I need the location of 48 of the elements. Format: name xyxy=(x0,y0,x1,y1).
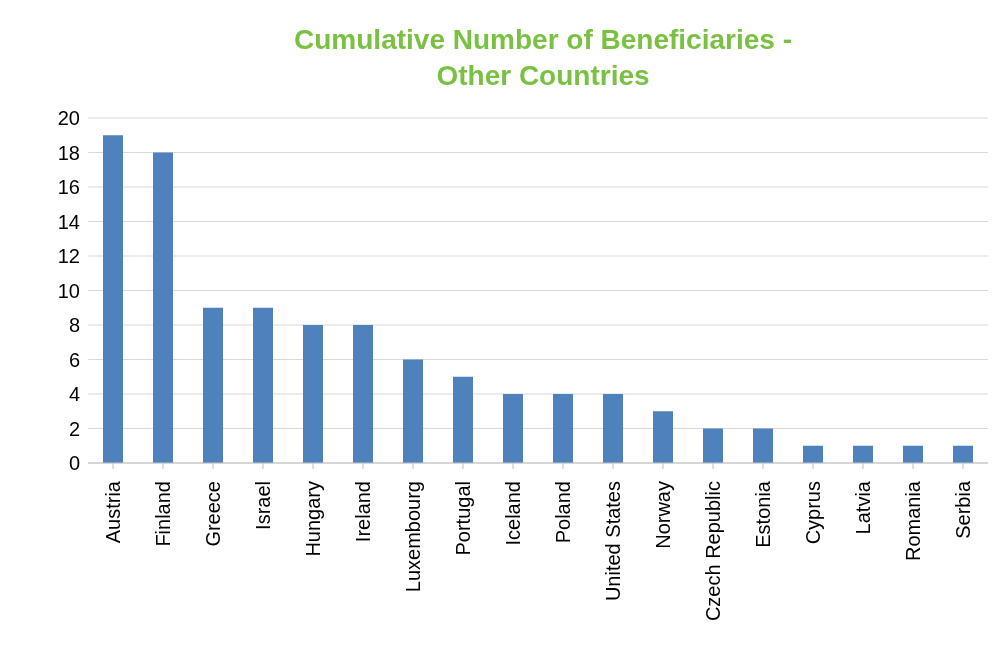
y-tick-label: 0 xyxy=(68,452,80,475)
bar xyxy=(503,394,523,463)
bar xyxy=(253,307,273,463)
x-tick-label: Cyprus xyxy=(802,481,824,545)
bar xyxy=(553,394,573,463)
x-tick-label: Greece xyxy=(202,481,224,547)
x-tick-label: Finland xyxy=(152,481,174,547)
bar xyxy=(753,428,773,463)
x-tick-label: Serbia xyxy=(952,480,974,539)
bar xyxy=(603,394,623,463)
bar xyxy=(103,135,123,463)
x-tick-label: Luxembourg xyxy=(402,481,424,593)
x-tick-label: Estonia xyxy=(752,480,774,548)
bar xyxy=(153,152,173,463)
x-tick-label: Latvia xyxy=(852,480,874,535)
x-tick-label: Ireland xyxy=(352,481,374,543)
y-tick-label: 16 xyxy=(57,176,80,199)
bar xyxy=(653,411,673,463)
y-tick-label: 6 xyxy=(68,348,80,371)
y-tick-label: 14 xyxy=(57,210,80,233)
y-tick-label: 10 xyxy=(57,279,80,302)
y-tick-label: 4 xyxy=(68,383,80,406)
bar xyxy=(203,307,223,463)
bar xyxy=(403,359,423,463)
bar xyxy=(353,325,373,463)
y-tick-label: 20 xyxy=(57,107,80,130)
bar xyxy=(703,428,723,463)
bar xyxy=(903,445,923,463)
bar xyxy=(303,325,323,463)
x-tick-label: Portugal xyxy=(452,481,474,556)
x-tick-label: Austria xyxy=(102,480,124,544)
y-tick-label: 18 xyxy=(57,141,80,164)
x-tick-label: Israel xyxy=(252,481,274,530)
x-tick-label: Iceland xyxy=(502,481,524,546)
chart-title: Cumulative Number of Beneficiaries - Other Countries xyxy=(293,23,793,93)
x-tick-label: Czech Republic xyxy=(702,481,724,622)
y-tick-label: 2 xyxy=(68,417,80,440)
x-tick-label: Hungary xyxy=(302,481,324,557)
x-tick-label: Poland xyxy=(552,481,574,544)
x-tick-label: United States xyxy=(602,481,624,602)
x-tick-label: Norway xyxy=(652,481,674,549)
bar xyxy=(803,445,823,463)
bar xyxy=(853,445,873,463)
y-tick-label: 8 xyxy=(68,314,80,337)
bar xyxy=(953,445,973,463)
bar xyxy=(453,376,473,463)
x-tick-label: Romania xyxy=(902,480,924,562)
y-tick-label: 12 xyxy=(57,245,80,268)
